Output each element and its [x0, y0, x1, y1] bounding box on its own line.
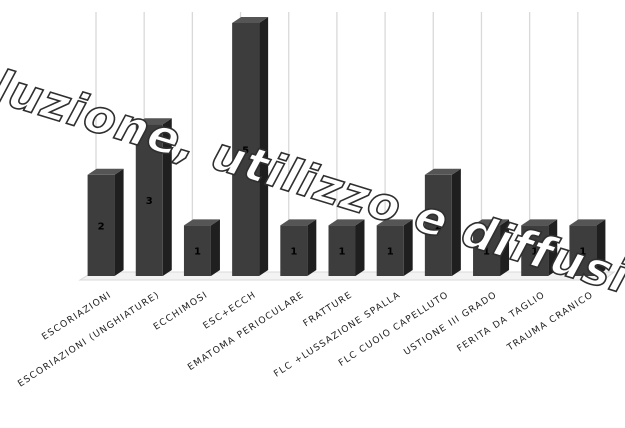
bar-front	[473, 225, 501, 276]
bar-side	[596, 219, 606, 276]
bar-front	[376, 225, 404, 276]
bar-top	[135, 118, 172, 125]
bar-front	[521, 225, 549, 276]
data-label: 1	[531, 247, 538, 258]
bar	[521, 219, 558, 276]
bar-side	[210, 219, 220, 276]
bar	[280, 219, 317, 276]
bar-front	[280, 225, 308, 276]
bar-top	[521, 219, 558, 226]
data-label: 2	[98, 221, 105, 232]
bar	[424, 168, 461, 276]
bar-side	[355, 219, 365, 276]
category-label: TRAUMA CRANICO	[504, 289, 595, 354]
bar-side	[403, 219, 413, 276]
data-label: 1	[194, 247, 201, 258]
bar-top	[280, 219, 317, 226]
bar-front	[87, 174, 115, 276]
bar-side	[500, 219, 510, 276]
bar-side	[548, 219, 558, 276]
bar-top	[328, 219, 365, 226]
data-label: 1	[290, 247, 297, 258]
bar-side	[162, 118, 172, 276]
bar-side	[307, 219, 317, 276]
bar-side	[259, 17, 269, 276]
category-label: USTIONE III GRADO	[402, 289, 499, 358]
category-label: FERITA DA TAGLIO	[455, 289, 547, 354]
bar-front	[328, 225, 356, 276]
category-label: ECCHIMOSI	[151, 289, 210, 332]
bar-front	[232, 23, 260, 276]
bar-top	[183, 219, 220, 226]
data-label: 2	[435, 221, 442, 232]
bar-top	[473, 219, 510, 226]
bar-top	[569, 219, 606, 226]
data-label: 5	[242, 146, 249, 157]
bar-front	[183, 225, 211, 276]
bar-top	[376, 219, 413, 226]
bar-front	[569, 225, 597, 276]
data-labels: 2 3 1 5 1 1 1 2 1 1 1	[98, 146, 587, 258]
bar-series	[87, 17, 606, 276]
data-label: 1	[483, 247, 490, 258]
bar	[376, 219, 413, 276]
bar	[569, 219, 606, 276]
bar-front	[135, 124, 163, 276]
data-label: 1	[579, 247, 586, 258]
bar	[87, 168, 124, 276]
bar-top	[232, 17, 269, 23]
bar-top	[424, 168, 461, 175]
bar-front	[424, 174, 452, 276]
data-label: 1	[387, 247, 394, 258]
bar	[328, 219, 365, 276]
bar-side	[114, 168, 124, 276]
data-label: 1	[339, 247, 346, 258]
data-label: 3	[146, 196, 153, 207]
bar	[183, 219, 220, 276]
bar-top	[87, 168, 124, 175]
bar-side	[451, 168, 461, 276]
bar	[232, 17, 269, 276]
bar	[135, 118, 172, 276]
bar	[473, 219, 510, 276]
